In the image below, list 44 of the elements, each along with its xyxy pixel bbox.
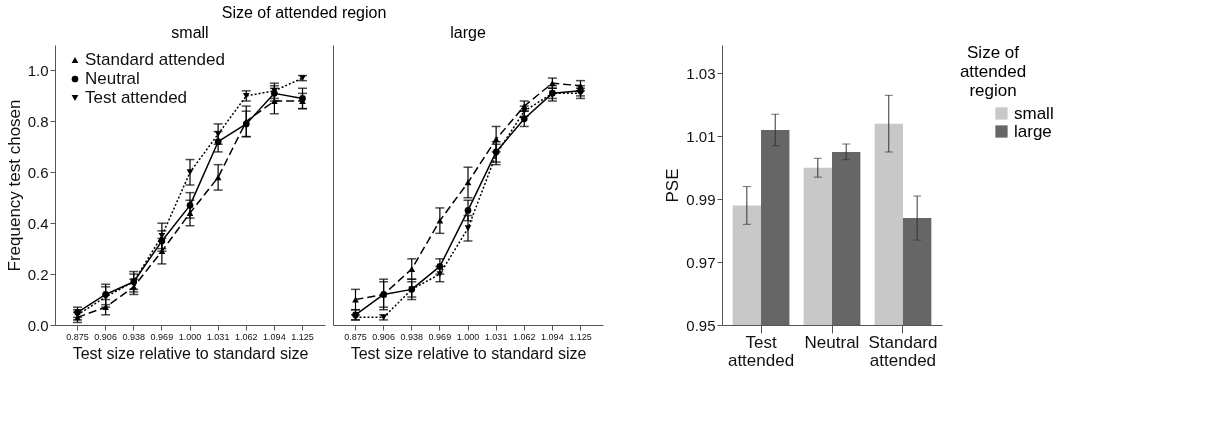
y-tick-label: 0.0 [27, 316, 49, 334]
x-tick-label: 0.875 [66, 331, 89, 342]
x-tick-label: 1.094 [541, 331, 564, 342]
x-tick-label: 1.062 [512, 331, 536, 342]
y-tick-label: 0.95 [686, 316, 716, 334]
chart-title: large [450, 24, 486, 41]
x-tick-label: Standard attended [868, 333, 938, 370]
legend-label: large [1014, 121, 1052, 141]
x-tick-label: 1.031 [206, 331, 230, 342]
x-tick-label: 1.062 [234, 331, 258, 342]
legend-label: Standard attended [85, 50, 225, 69]
x-tick-label: 1.094 [263, 331, 286, 342]
text: Size of attended region [221, 4, 387, 21]
y-tick-label: 1.0 [27, 61, 49, 79]
y-tick-label: 1.01 [686, 127, 716, 145]
x-tick-label: 1.000 [456, 331, 480, 342]
x-tick-label: 0.906 [372, 331, 395, 342]
x-tick-label: 0.906 [94, 331, 117, 342]
y-tick-label: 0.99 [686, 190, 716, 208]
x-tick-label: 1.125 [569, 331, 592, 342]
y-axis-title: Frequency test chosen [4, 99, 24, 272]
legend-label: Neutral [85, 69, 140, 88]
y-tick-label: 1.03 [686, 64, 716, 82]
chart-title: small [171, 24, 209, 41]
x-tick-label: 0.969 [428, 331, 452, 342]
x-tick-label: 0.938 [400, 331, 424, 342]
x-axis-title: Test size relative to standard size [350, 344, 587, 362]
x-tick-label: 1.125 [291, 331, 314, 342]
x-tick-label: 0.969 [150, 331, 174, 342]
legend-label: Test attended [85, 88, 188, 107]
x-tick-label: Test attended [727, 333, 795, 370]
x-tick-label: 1.031 [484, 331, 508, 342]
y-tick-label: 0.8 [27, 112, 49, 130]
x-tick-label: Neutral [804, 333, 860, 352]
x-tick-label: 0.938 [122, 331, 146, 342]
legend-label: small [1014, 103, 1054, 123]
x-axis-title: Test size relative to standard size [72, 344, 309, 362]
y-tick-label: 0.6 [27, 163, 49, 181]
y-tick-label: 0.97 [686, 253, 716, 271]
x-tick-label: 1.000 [178, 331, 202, 342]
y-axis-title: PSE [663, 168, 683, 203]
y-tick-label: 0.4 [27, 214, 49, 232]
y-tick-label: 0.2 [27, 265, 49, 283]
x-tick-label: 0.875 [344, 331, 367, 342]
